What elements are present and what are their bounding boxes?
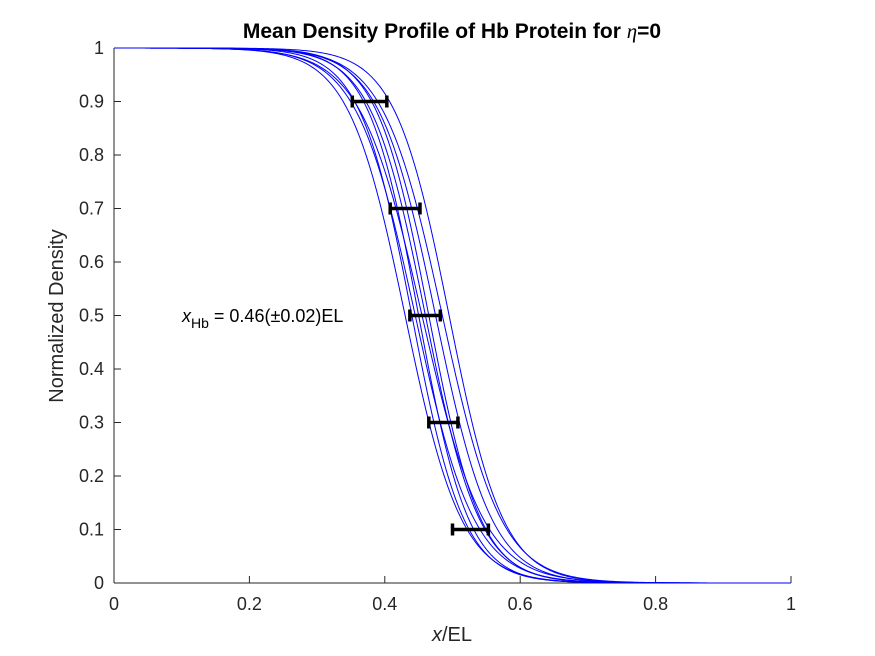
chart-title-main: Mean Density Profile of Hb Protein for bbox=[243, 20, 627, 43]
x-tick-label: 1 bbox=[786, 594, 796, 614]
error-bar-1 bbox=[350, 95, 389, 108]
annotation-text: = 0.46(±0.02)EL bbox=[209, 306, 343, 326]
x-tick-label: 0 bbox=[109, 594, 119, 614]
error-bar-2 bbox=[388, 202, 422, 215]
y-tick-label: 0.8 bbox=[79, 145, 104, 165]
y-tick-label: 0.6 bbox=[79, 252, 104, 272]
density-curves bbox=[113, 47, 791, 584]
y-tick-label: 0 bbox=[94, 573, 104, 593]
y-tick-label: 0.2 bbox=[79, 466, 104, 486]
chart-title-symbol: η bbox=[627, 19, 637, 43]
y-tick-label: 0.1 bbox=[79, 520, 104, 540]
error-bar-4 bbox=[427, 416, 460, 429]
y-tick-label: 1 bbox=[94, 38, 104, 58]
x-tick-label: 0.6 bbox=[508, 594, 533, 614]
x-axis-label: x/EL bbox=[431, 624, 472, 646]
chart-title: Mean Density Profile of Hb Protein for η… bbox=[243, 19, 661, 43]
x-axis-label-unit: /EL bbox=[442, 624, 472, 646]
annotation-subscript: Hb bbox=[191, 315, 209, 331]
y-tick-label: 0.7 bbox=[79, 199, 104, 219]
density-curve-10 bbox=[114, 47, 791, 584]
x-tick-label: 0.8 bbox=[643, 594, 668, 614]
error-bars bbox=[350, 95, 491, 536]
chart-title-value: =0 bbox=[637, 20, 661, 43]
x-tick-label: 0.2 bbox=[237, 594, 262, 614]
error-bar-5 bbox=[450, 523, 491, 536]
x-tick-labels: 0 0.2 0.4 0.6 0.8 1 bbox=[109, 594, 796, 614]
y-tick-label: 0.4 bbox=[79, 359, 104, 379]
y-tick-label: 0.3 bbox=[79, 413, 104, 433]
y-axis-label: Normalized Density bbox=[46, 229, 68, 402]
y-tick-labels: 0 0.1 0.2 0.3 0.4 0.5 0.6 0.7 0.8 0.9 1 bbox=[79, 38, 104, 593]
y-tick-label: 0.9 bbox=[79, 92, 104, 112]
y-tick-label: 0.5 bbox=[79, 306, 104, 326]
x-axis-label-var: x bbox=[431, 624, 443, 646]
x-tick-label: 0.4 bbox=[372, 594, 397, 614]
annotation-var: x bbox=[181, 306, 192, 326]
error-bar-3 bbox=[408, 309, 443, 322]
fit-annotation: xHb = 0.46(±0.02)EL bbox=[181, 306, 343, 331]
